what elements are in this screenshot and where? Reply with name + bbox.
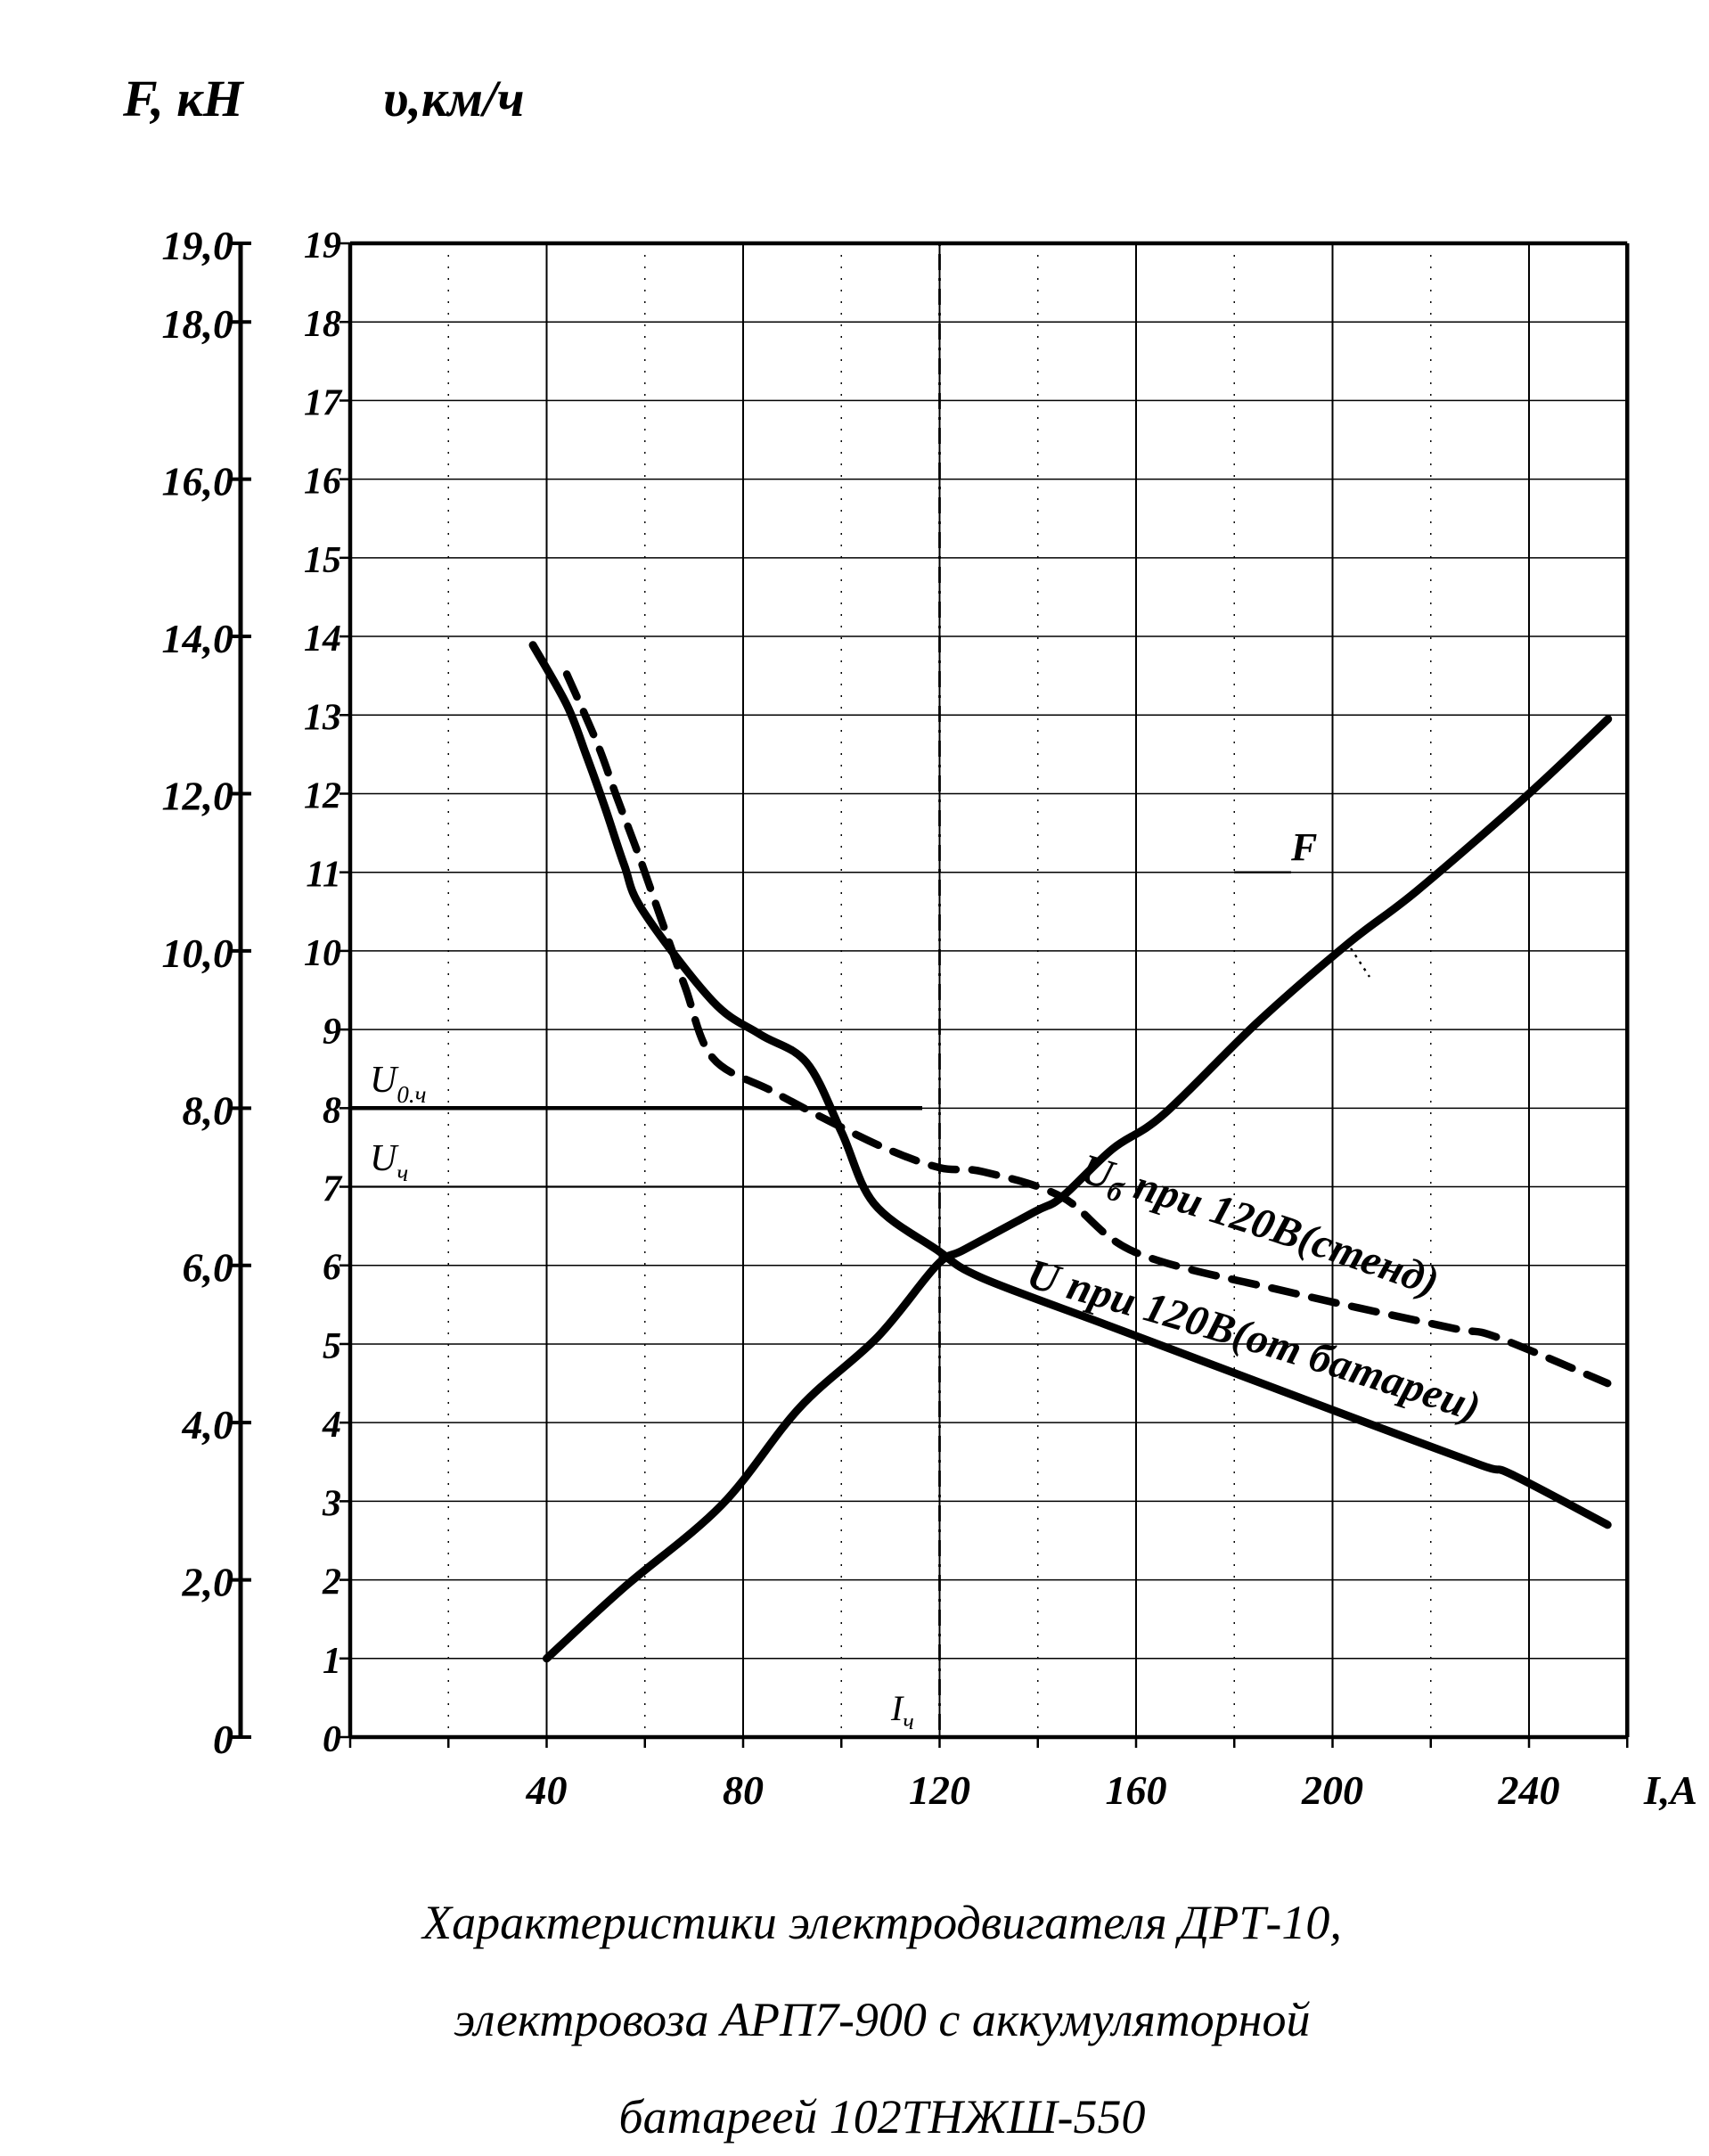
svg-text:0: 0	[213, 1717, 233, 1762]
svg-text:10: 10	[304, 933, 341, 974]
svg-text:F, кН: F, кН	[122, 70, 245, 127]
svg-text:80: 80	[723, 1767, 764, 1813]
svg-text:14,0: 14,0	[162, 616, 234, 661]
svg-text:6: 6	[323, 1248, 341, 1289]
svg-text:9: 9	[323, 1012, 341, 1053]
svg-text:18: 18	[304, 304, 341, 345]
svg-text:электровоза АРП7-900 с аккумул: электровоза АРП7-900 с аккумуляторной	[454, 1993, 1311, 2046]
svg-text:F: F	[1290, 825, 1317, 869]
svg-text:2: 2	[322, 1562, 341, 1603]
svg-text:2,0: 2,0	[182, 1560, 234, 1605]
svg-text:11: 11	[306, 855, 341, 896]
svg-text:батареей 102ТНЖШ-550: батареей 102ТНЖШ-550	[618, 2090, 1145, 2144]
svg-text:7: 7	[323, 1169, 343, 1210]
svg-text:200: 200	[1301, 1767, 1363, 1813]
svg-text:12,0: 12,0	[162, 773, 234, 818]
svg-text:16,0: 16,0	[162, 459, 234, 504]
svg-text:19,0: 19,0	[162, 223, 234, 268]
svg-text:υ,км/ч: υ,км/ч	[383, 70, 525, 127]
svg-text:14: 14	[304, 619, 341, 660]
svg-text:12: 12	[304, 775, 341, 816]
svg-text:18,0: 18,0	[162, 301, 234, 347]
svg-text:4: 4	[322, 1405, 341, 1446]
svg-text:0: 0	[323, 1719, 341, 1760]
svg-text:3: 3	[322, 1483, 341, 1524]
svg-text:5: 5	[323, 1326, 341, 1367]
svg-text:1: 1	[323, 1641, 341, 1682]
svg-text:16: 16	[304, 462, 341, 503]
svg-text:19: 19	[304, 225, 341, 266]
svg-text:15: 15	[304, 540, 341, 581]
svg-text:I,A: I,A	[1643, 1767, 1697, 1813]
svg-text:6,0: 6,0	[183, 1245, 234, 1291]
svg-text:8: 8	[323, 1090, 341, 1131]
svg-text:120: 120	[909, 1767, 970, 1813]
svg-text:40: 40	[526, 1767, 568, 1813]
svg-text:160: 160	[1106, 1767, 1167, 1813]
svg-text:Характеристики электродвигател: Характеристики электродвигателя ДРТ-10,	[421, 1896, 1342, 1949]
svg-text:10,0: 10,0	[162, 930, 234, 976]
svg-text:17: 17	[304, 382, 343, 423]
svg-text:13: 13	[304, 697, 341, 738]
svg-text:4,0: 4,0	[182, 1402, 234, 1447]
svg-text:8,0: 8,0	[183, 1087, 234, 1133]
svg-text:240: 240	[1498, 1767, 1560, 1813]
